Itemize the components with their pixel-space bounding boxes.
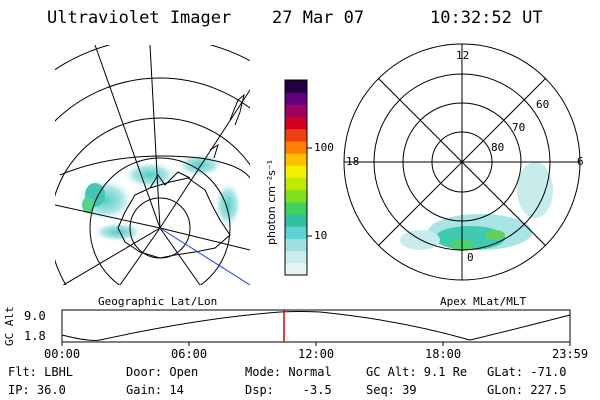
gc-alt-info: GC Alt: 9.1 Re [366,365,468,379]
x-tick-0600: 06:00 [171,347,208,361]
colorbar-segment [285,177,307,191]
altitude-ymin: 1.8 [24,329,46,343]
colorbar-segment [285,104,307,118]
colorbar-segment [285,189,307,203]
mlt-6-label: 6 [577,155,584,168]
aurora-right [400,162,553,251]
mlt-12-label: 12 [456,49,470,62]
glon-info: GLon: 227.5 [487,383,567,397]
colorbar-segment [285,250,307,264]
mlt-0-label: 0 [467,251,474,264]
mode-info: Mode: Normal [245,365,332,379]
gain-info: Gain: 14 [126,383,184,397]
colorbar-segment [285,238,307,252]
flt-info: Flt: LBHL [8,365,74,379]
door-info: Door: Open [126,365,199,379]
mlt-18-label: 18 [346,155,360,168]
instrument-title: Ultraviolet Imager [47,8,232,28]
colorbar-segment [285,116,307,130]
apex-label: Apex MLat/MLT [440,295,527,308]
geographic-map [55,45,250,285]
colorbar-segment [285,226,307,239]
seq-info: Seq: 39 [366,383,417,397]
colorbar-segment [285,262,307,276]
apex-map [343,43,581,281]
aurora-left [75,153,242,242]
mlat-80-label: 80 [491,141,505,154]
colorbar-segment [285,80,307,93]
coastline [117,177,231,259]
colorbar-segment [285,201,307,215]
colorbar [284,79,312,276]
colorbar-segment [285,214,307,227]
date-label: 27 Mar 07 [272,8,365,28]
time-label: 10:32:52 UT [430,8,543,28]
colorbar-segment [285,128,307,142]
altitude-ymax: 9.0 [24,309,46,323]
altitude-ylabel: GC Alt [3,306,16,346]
x-tick-1800: 18:00 [425,347,462,361]
glat-info: GLat: -71.0 [487,365,567,379]
mlat-60-label: 60 [536,98,550,111]
geographic-label: Geographic Lat/Lon [98,295,218,308]
colorbar-segment [285,165,307,178]
colorbar-segment [285,140,307,154]
altitude-plot [61,309,571,346]
colorbar-tick-100: 100 [314,141,334,154]
mlat-70-label: 70 [512,121,526,134]
dsp-info: Dsp: -3.5 [245,383,332,397]
colorbar-tick-10: 10 [314,229,328,242]
colorbar-segment [285,92,307,105]
colorbar-unit-label: photon cm⁻²s⁻¹ [265,159,278,245]
x-tick-0000: 00:00 [44,347,81,361]
x-tick-1200: 12:00 [298,347,335,361]
ip-info: IP: 36.0 [8,383,66,397]
x-tick-2359: 23:59 [552,347,589,361]
colorbar-segment [285,153,307,166]
lon-lines [55,45,250,285]
